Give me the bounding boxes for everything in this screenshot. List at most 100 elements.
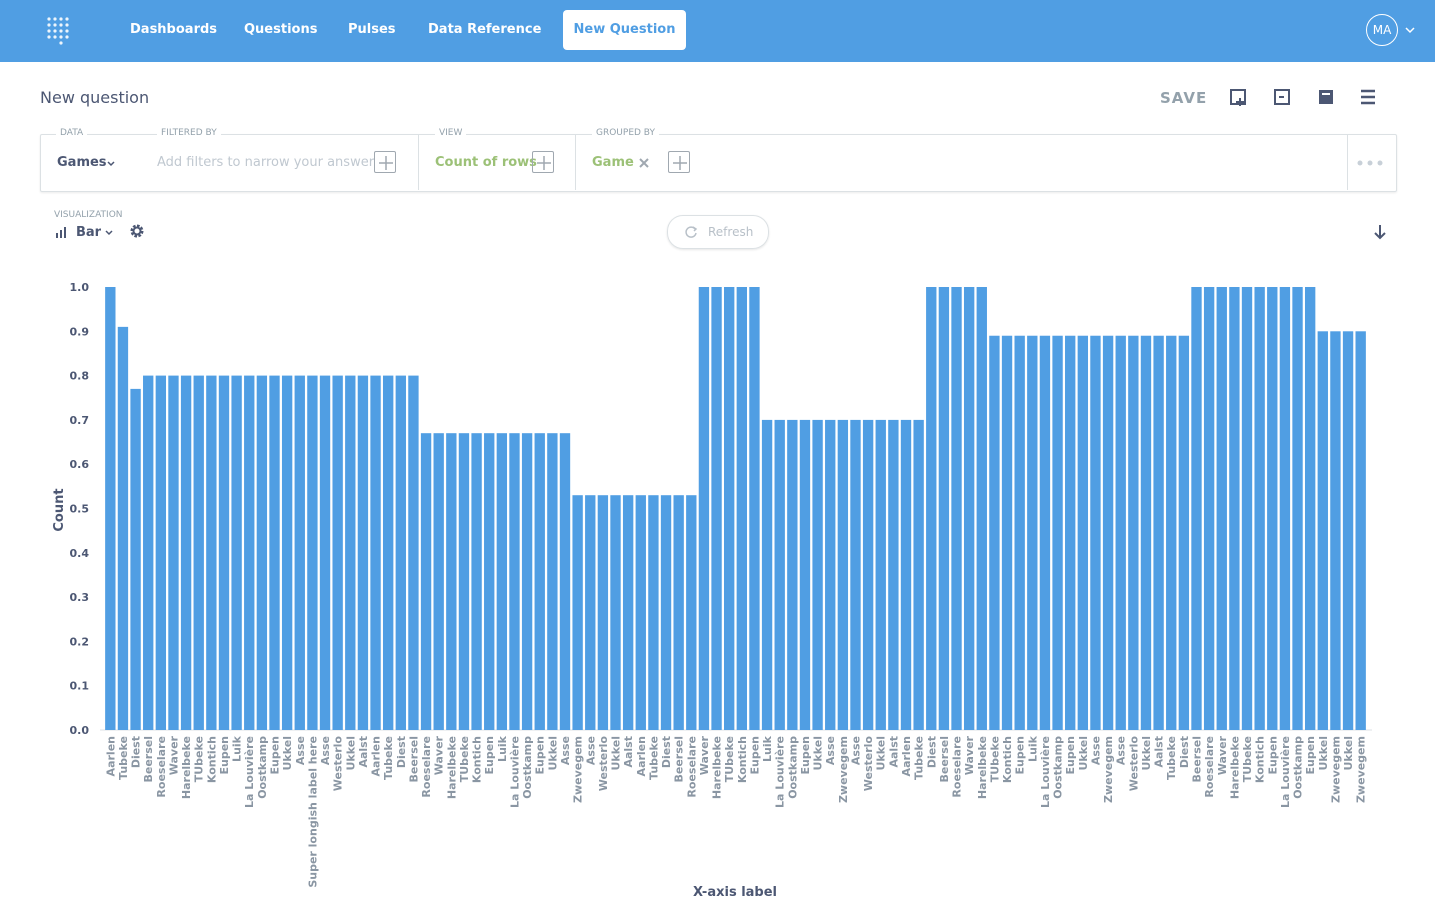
x-tick-label: Asse [584, 736, 597, 765]
bar [117, 326, 129, 730]
bar [1014, 335, 1025, 730]
x-tick-label: Waver [698, 735, 711, 775]
x-tick-label: Waver [963, 735, 976, 775]
add-filter[interactable] [374, 151, 396, 173]
more-options[interactable] [1356, 159, 1386, 167]
bar [496, 433, 508, 730]
bar [547, 433, 558, 730]
x-tick-label: Tubeke [117, 736, 130, 780]
settings-icon[interactable] [128, 222, 146, 240]
refresh-icon [685, 226, 698, 238]
bar [307, 375, 318, 730]
x-tick-label: Ukkel [1140, 736, 1153, 771]
bar [155, 375, 167, 730]
bar [206, 375, 217, 730]
avatar[interactable]: MA [1366, 14, 1398, 46]
x-tick-label: TUbeke [458, 736, 471, 782]
download-icon[interactable] [1373, 224, 1387, 242]
y-tick-label: 0.3 [70, 591, 90, 604]
bar [1330, 331, 1341, 730]
x-tick-label: Eupen [1304, 736, 1317, 775]
bar [938, 287, 950, 730]
x-tick-label: Roeselare [155, 736, 168, 798]
new-question-button[interactable]: New Question [563, 10, 686, 50]
add-group[interactable] [668, 151, 690, 173]
bar [888, 419, 899, 730]
x-axis-title: X-axis label [693, 885, 777, 900]
nav-questions[interactable]: Questions [244, 22, 318, 37]
filter-label: FILTERED BY [157, 128, 221, 138]
group-value[interactable]: Game [592, 155, 634, 170]
bar [1229, 287, 1240, 730]
y-tick-label: 1.0 [70, 281, 90, 294]
x-tick-label: La Louvière [243, 736, 256, 808]
bar [585, 495, 596, 730]
x-tick-label: Waver [1216, 735, 1229, 775]
data-source[interactable]: Games [57, 155, 107, 170]
x-tick-label: Aalst [357, 736, 370, 768]
bar [408, 375, 419, 730]
save-button[interactable]: SAVE [1160, 89, 1208, 107]
x-tick-label: Asse [319, 736, 332, 765]
filter-placeholder[interactable]: Add filters to narrow your answer [157, 155, 375, 170]
x-tick-label: Waver [167, 735, 180, 775]
bar [1039, 335, 1051, 730]
logo[interactable] [46, 15, 74, 47]
bar [976, 287, 987, 730]
bar [193, 375, 204, 730]
x-tick-label: Ukkel [344, 736, 357, 771]
bar [749, 287, 760, 730]
x-tick-label: Westerlo [332, 736, 345, 792]
bar [1279, 287, 1291, 730]
bar [382, 375, 394, 730]
x-tick-label: Kontich [205, 736, 218, 783]
bar [130, 388, 141, 730]
remove-group[interactable] [638, 157, 650, 169]
x-tick-label: Zwevegem [1355, 736, 1368, 803]
visualization-type[interactable]: Bar [76, 225, 102, 240]
x-tick-label: Tubeke [913, 736, 926, 780]
bar [837, 419, 849, 730]
bar [105, 287, 116, 730]
x-tick-label: Ukkel [546, 736, 559, 771]
bar [1292, 287, 1303, 730]
x-tick-label: Roeselare [420, 736, 433, 798]
x-tick-label: Kontich [1001, 736, 1014, 783]
bar [1128, 335, 1139, 730]
x-tick-label: Aalst [1153, 736, 1166, 768]
x-tick-label: Westerlo [1127, 736, 1140, 792]
bar [345, 375, 356, 730]
nav-dashboards[interactable]: Dashboards [130, 22, 218, 37]
bar [913, 419, 924, 730]
refresh-button[interactable]: Refresh [667, 215, 769, 249]
x-tick-label: Diest [1178, 736, 1191, 768]
x-tick-label: Eupen [269, 736, 282, 775]
chart: Count X-axis label 0.0 0.1 0.2 0.3 0.4 0.5 0.6… [52, 281, 1372, 900]
bar [1090, 335, 1101, 730]
header-icons[interactable] [1228, 87, 1388, 109]
bar [711, 287, 722, 730]
view-value[interactable]: Count of rows [435, 155, 537, 170]
x-tick-label: Aarlen [900, 736, 913, 776]
y-tick-label: 0.1 [70, 680, 90, 693]
bar [597, 495, 609, 730]
x-tick-label: Eupen [1064, 736, 1077, 775]
x-tick-label: Super longish label here [306, 736, 319, 888]
x-tick-label: Zwevegem [837, 736, 850, 803]
bar [724, 287, 735, 730]
x-tick-label: Ukkel [610, 736, 623, 771]
bar [1166, 335, 1177, 730]
bar [168, 375, 179, 730]
bar [1241, 287, 1253, 730]
x-tick-label: Aalst [887, 736, 900, 768]
bar [1102, 335, 1114, 730]
y-tick-label: 0.9 [70, 325, 90, 338]
y-tick-label: 0.5 [70, 503, 90, 516]
visualization-label: VISUALIZATION [54, 210, 123, 220]
nav-pulses[interactable]: Pulses [348, 22, 396, 37]
bar [610, 495, 621, 730]
nav-data-reference[interactable]: Data Reference [428, 22, 542, 37]
x-tick-label: Asse [559, 736, 572, 765]
bar [1027, 335, 1038, 730]
add-view[interactable] [532, 151, 554, 173]
